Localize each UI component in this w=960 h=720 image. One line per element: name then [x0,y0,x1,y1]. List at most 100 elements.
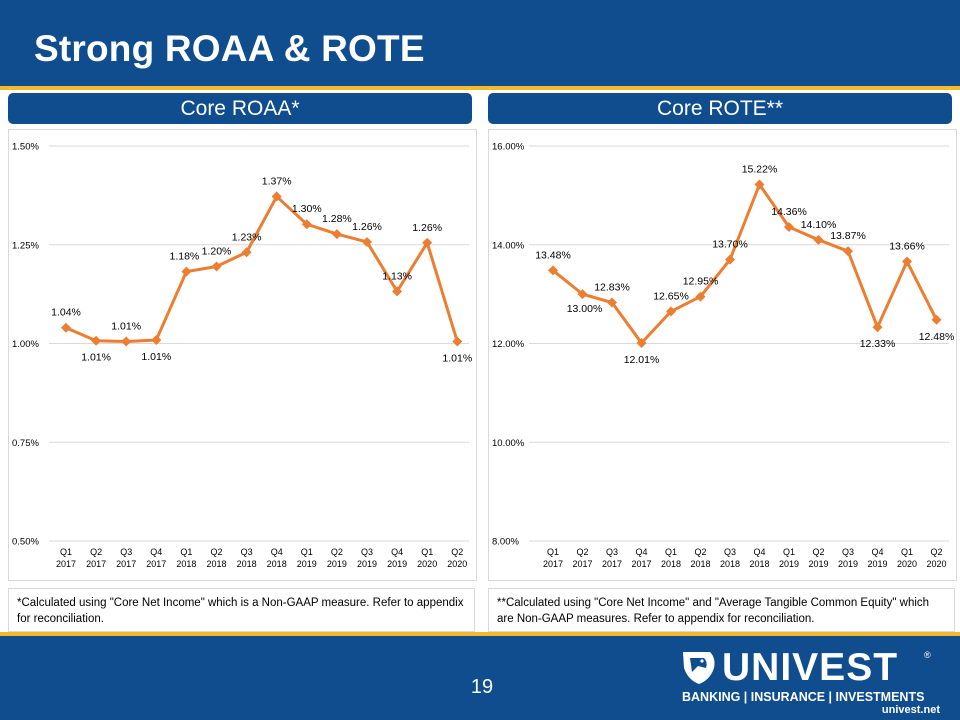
rote-footnote: **Calculated using "Core Net Income" and… [488,588,955,632]
roaa-data-label: 1.13% [382,270,412,282]
rote-data-point [872,322,883,333]
title-bar-accent [0,86,960,90]
rote-xtick-label: Q1 2018 [661,547,681,569]
rote-data-label: 13.70% [712,239,748,251]
roaa-ytick-label: 1.25% [12,240,39,251]
rote-data-label: 15.22% [742,164,778,176]
roaa-data-point [211,261,222,272]
rote-data-point [577,289,588,300]
roaa-data-point [271,191,282,202]
rote-ytick-label: 8.00% [492,537,519,548]
rote-xtick-label: Q1 2017 [543,547,563,569]
roaa-data-point [241,247,252,258]
roaa-data-point [422,237,433,248]
rote-series-line [552,183,938,345]
rote-xtick-label: Q4 2019 [867,547,887,569]
roaa-data-point [91,335,102,346]
rote-xtick-label: Q2 2020 [926,547,946,569]
rote-data-label: 12.95% [683,276,719,288]
rote-data-label: 13.00% [567,303,603,315]
roaa-data-label: 1.01% [442,353,472,365]
rote-data-label: 13.66% [889,241,925,253]
roaa-data-point [362,236,372,247]
rote-data-point [784,221,794,232]
rote-ytick-label: 10.00% [492,438,525,449]
logo-registered-mark: ® [924,650,931,660]
rote-data-label: 12.83% [594,282,630,294]
roaa-xtick-label: Q4 2019 [387,547,407,569]
title-bar [0,0,960,86]
roaa-xtick-label: Q3 2019 [357,547,377,569]
roaa-ytick-label: 1.00% [12,339,39,350]
roaa-data-label: 1.37% [262,176,292,188]
rote-xtick-label: Q2 2018 [690,547,710,569]
roaa-data-label: 1.01% [81,352,111,364]
rote-xtick-label: Q3 2017 [602,547,622,569]
rote-data-label: 14.36% [771,206,807,218]
roaa-xtick-label: Q4 2017 [146,547,166,569]
roaa-xtick-label: Q1 2019 [297,547,317,569]
roaa-data-label: 1.01% [141,351,171,363]
roaa-ytick-label: 1.50% [12,142,39,153]
roaa-header: Core ROAA* [8,93,472,124]
roaa-data-label: 1.26% [412,222,442,234]
rote-data-point [902,256,912,267]
roaa-xtick-label: Q1 2020 [417,547,437,569]
rote-ytick-label: 12.00% [492,339,525,350]
rote-xtick-label: Q1 2019 [779,547,799,569]
roaa-data-point [331,229,342,240]
roaa-data-label: 1.28% [322,213,352,225]
roaa-xtick-label: Q3 2018 [237,547,257,569]
rote-data-point [725,254,735,265]
roaa-chart-svg: 1.50% 1.25% 1.00% 0.75% 0.50% Q1 2017 Q2 2017 Q3 2… [12,142,472,570]
roaa-data-label: 1.01% [111,321,141,333]
roaa-data-point [181,266,192,277]
rote-data-point [666,306,676,317]
roaa-xtick-label: Q2 2019 [327,547,347,569]
page-number: 19 [470,676,494,698]
rote-data-label: 12.33% [860,338,896,350]
roaa-footnote: *Calculated using "Core Net Income" whic… [8,588,475,632]
roaa-ytick-label: 0.50% [12,537,39,548]
rote-data-label: 14.10% [801,219,837,231]
footer-accent [0,632,960,636]
rote-ytick-label: 16.00% [492,142,525,153]
rote-xtick-label: Q1 2020 [897,547,917,569]
rote-data-point [636,338,647,349]
roaa-xtick-label: Q4 2018 [267,547,287,569]
roaa-xtick-label: Q3 2017 [116,547,136,569]
roaa-data-label: 1.04% [51,307,81,319]
roaa-data-point [452,336,463,347]
rote-xtick-label: Q4 2017 [631,547,651,569]
rote-xtick-label: Q2 2019 [808,547,828,569]
rote-data-label: 12.01% [624,354,660,366]
eagle-icon [683,652,715,684]
roaa-data-point [301,219,312,230]
rote-data-point [607,297,617,308]
rote-xtick-label: Q3 2019 [838,547,858,569]
rote-data-point [931,314,942,325]
rote-data-point [754,179,765,190]
logo-tagline: BANKING | INSURANCE | INVESTMENTS [682,690,925,704]
slide-title: Strong ROAA & ROTE [34,28,425,69]
roaa-data-point [61,322,71,333]
rote-data-point [695,291,706,302]
roaa-data-label: 1.20% [202,245,232,257]
rote-xtick-label: Q4 2018 [749,547,769,569]
rote-data-point [813,234,824,245]
rote-data-point [843,246,853,257]
logo-wordmark: UNIVEST [722,646,899,689]
rote-ytick-label: 14.00% [492,240,525,251]
roaa-data-point [151,334,162,345]
roaa-chart: 1.50% 1.25% 1.00% 0.75% 0.50% Q1 2017 Q2 2017 Q3 2… [8,129,477,581]
roaa-data-label: 1.18% [170,251,200,263]
roaa-series-line [65,195,459,344]
rote-xtick-label: Q2 2017 [572,547,592,569]
roaa-data-label: 1.30% [292,203,322,215]
rote-chart-svg: 16.00% 14.00% 12.00% 10.00% 8.00% Q1 2017 Q2 201… [492,142,954,570]
roaa-data-point [121,336,132,347]
roaa-data-point [392,286,403,297]
rote-header: Core ROTE** [488,93,952,124]
rote-data-label: 13.48% [535,249,571,261]
rote-data-label: 12.65% [653,290,689,302]
